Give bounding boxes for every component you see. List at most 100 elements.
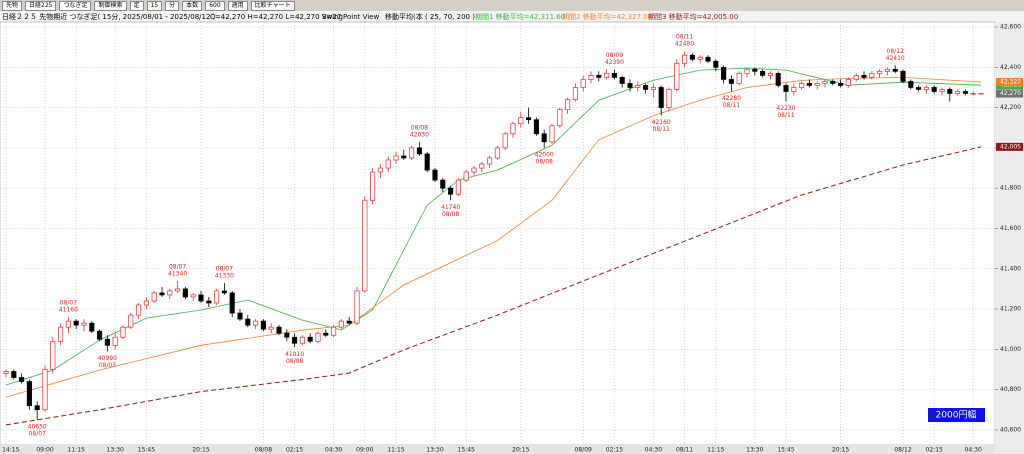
- candle-body: [557, 109, 563, 127]
- candle-body: [541, 133, 547, 143]
- legend-entry: 期間3 移動平均=42,005.00: [648, 12, 738, 21]
- x-tick-label: 15:45: [777, 447, 794, 454]
- ma-line: [5, 146, 982, 426]
- candle-body: [299, 336, 305, 344]
- x-tick-label: 20:15: [192, 447, 209, 454]
- candle-body: [799, 83, 805, 88]
- toolbar-item[interactable]: つなぎ足: [59, 0, 92, 11]
- toolbar-item[interactable]: 600: [205, 0, 225, 11]
- legend-entry: 期間2 移動平均=42,327.00: [562, 12, 652, 21]
- candle-body: [970, 93, 976, 95]
- candle-body: [822, 81, 828, 84]
- swing-date: 08/08: [536, 158, 553, 165]
- x-tick-label: 15:45: [138, 447, 155, 454]
- toolbar-item[interactable]: 適用: [227, 0, 248, 11]
- swing-date: 08/07: [216, 265, 233, 272]
- candle-body: [705, 56, 711, 62]
- candle-body: [604, 73, 610, 78]
- toolbar-item[interactable]: 制御検索: [94, 0, 127, 11]
- candle-body: [596, 75, 602, 78]
- candle-body: [884, 68, 890, 72]
- y-tick-label: 42,200: [1000, 104, 1021, 111]
- candle-body: [682, 54, 688, 64]
- candle-body: [728, 79, 734, 84]
- price-marker-label: 42,005: [1000, 143, 1021, 150]
- toolbar-item[interactable]: 15: [146, 0, 163, 11]
- candle-body: [635, 85, 641, 88]
- candle-body: [471, 167, 477, 173]
- candle-body: [385, 159, 391, 169]
- candle-body: [34, 405, 40, 411]
- swing-price: 42230: [776, 105, 795, 112]
- candle-body: [182, 288, 188, 298]
- swing-date: 08/08: [286, 358, 303, 365]
- candle-body: [97, 330, 103, 340]
- candle-body: [448, 187, 454, 195]
- candle-body: [65, 320, 71, 328]
- candle-body: [877, 70, 883, 74]
- candle-body: [284, 332, 290, 338]
- toolbar-item[interactable]: 本数: [182, 0, 203, 11]
- candle-body: [307, 336, 313, 342]
- swing-price: 42280: [722, 95, 741, 102]
- chart-subtitle: C=42,270 H=42,270 L=42,270 V=27: [210, 13, 341, 21]
- toolbar-item[interactable]: 比較チャート: [250, 0, 295, 11]
- candle-body: [931, 87, 937, 92]
- swing-price: 41160: [59, 307, 78, 314]
- x-tick-label: 08/08: [255, 447, 272, 454]
- candle-body: [409, 147, 415, 159]
- candle-body: [939, 89, 945, 92]
- swing-date: 08/11: [676, 34, 693, 41]
- swing-price: 40650: [28, 423, 47, 430]
- candle-body: [377, 167, 383, 173]
- swing-date: 08/09: [606, 52, 623, 59]
- candle-body: [783, 85, 789, 92]
- candle-body: [42, 369, 48, 411]
- candle-body: [510, 123, 516, 135]
- candle-body: [229, 292, 235, 314]
- swing-date: 08/08: [411, 124, 428, 131]
- candle-body: [978, 93, 984, 95]
- candle-body: [588, 75, 594, 80]
- swing-date: 08/11: [777, 112, 794, 119]
- toolbar-item[interactable]: 先物: [2, 0, 23, 11]
- price-marker-label: 42,270: [1000, 90, 1021, 97]
- candle-body: [627, 83, 633, 88]
- candle-body: [455, 179, 461, 195]
- x-tick-label: 20:15: [512, 447, 529, 454]
- candle-body: [416, 147, 422, 155]
- badge: 2000円幅: [936, 409, 977, 421]
- candle-body: [549, 125, 555, 143]
- chart-title: 日経２２５ 先物期近 つなぎ足( 15分, 2025/08/01 - 2025/…: [2, 12, 216, 21]
- candle-body: [892, 68, 898, 72]
- candle-body: [143, 300, 149, 306]
- price-marker: [996, 78, 1023, 87]
- candle-body: [814, 83, 820, 86]
- x-tick-label: 08/12: [894, 447, 911, 454]
- swing-price: 42160: [652, 119, 671, 126]
- toolbar-item[interactable]: 分: [165, 0, 180, 11]
- toolbar-item[interactable]: 定: [129, 0, 144, 11]
- candle-body: [370, 171, 376, 201]
- x-tick-label: 11:15: [68, 447, 85, 454]
- candle-body: [572, 87, 578, 100]
- candle-body: [861, 75, 867, 78]
- candle-body: [245, 318, 251, 326]
- candle-body: [674, 62, 680, 90]
- candle-body: [923, 87, 929, 90]
- x-tick-label: 11:15: [387, 447, 404, 454]
- candle-body: [643, 85, 649, 90]
- candle-body: [128, 314, 134, 328]
- x-tick-label: 13:30: [746, 447, 763, 454]
- candle-body: [19, 377, 25, 382]
- toolbar-item[interactable]: 日経225: [25, 0, 57, 11]
- swing-price: 41010: [285, 351, 304, 358]
- y-tick-label: 40,800: [1000, 386, 1021, 393]
- candle-body: [120, 326, 126, 338]
- swing-date: 08/11: [723, 102, 740, 109]
- candle-body: [393, 155, 399, 161]
- x-tick-label: 04:30: [645, 447, 662, 454]
- y-tick-label: 41,400: [1000, 265, 1021, 272]
- y-tick-label: 40,600: [1000, 426, 1021, 433]
- candle-body: [50, 340, 56, 370]
